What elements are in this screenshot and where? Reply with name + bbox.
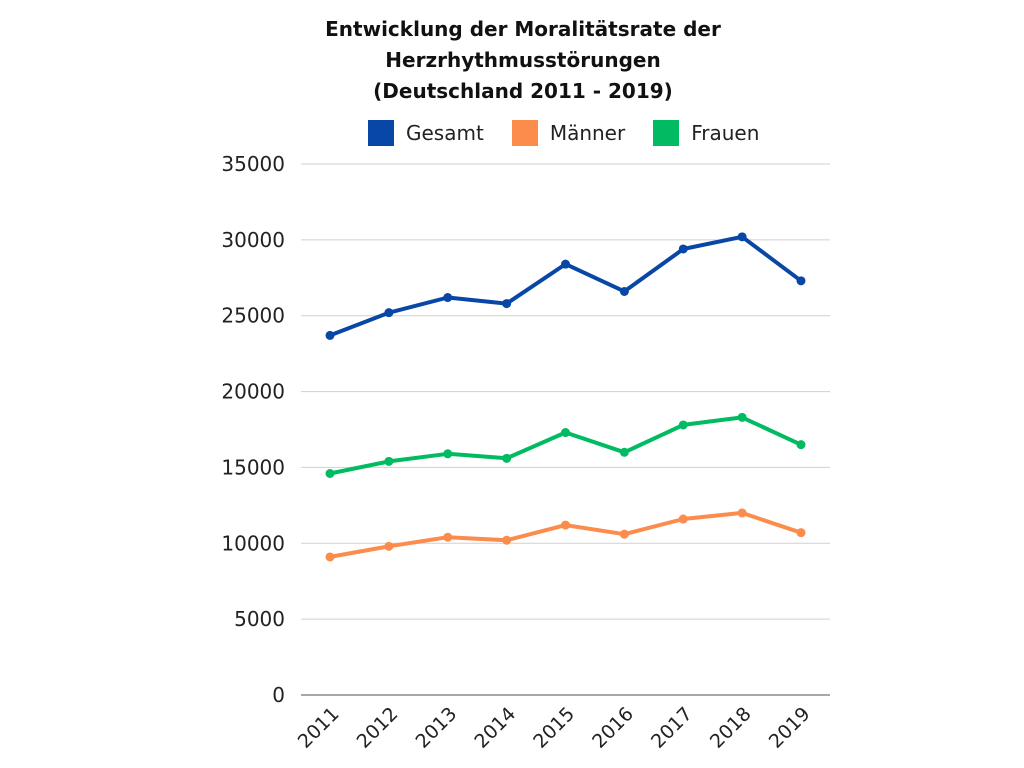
data-point-frauen-2018 — [737, 412, 747, 422]
y-tick-label: 15000 — [221, 455, 285, 479]
data-point-frauen-2019 — [796, 440, 806, 450]
chart-title-line-3: (Deutschland 2011 - 2019) — [373, 79, 673, 103]
legend-item-maenner: Männer — [511, 120, 626, 146]
data-point-männer-2013 — [443, 532, 453, 542]
x-tick-label: 2016 — [588, 703, 638, 753]
y-tick-label: 0 — [272, 683, 285, 707]
data-point-gesamt-2012 — [384, 308, 394, 318]
chart-title: Entwicklung der Moralitätsrate der Herzr… — [0, 14, 1024, 107]
x-tick-label: 2014 — [470, 703, 520, 753]
data-point-männer-2018 — [737, 508, 747, 518]
y-tick-label: 30000 — [221, 228, 285, 252]
y-tick-label: 25000 — [221, 304, 285, 328]
data-point-frauen-2011 — [325, 468, 335, 478]
x-tick-label: 2015 — [529, 703, 579, 753]
data-point-männer-2014 — [502, 535, 512, 545]
series-line-frauen — [328, 415, 803, 476]
data-point-gesamt-2014 — [502, 299, 512, 309]
x-tick-label: 2018 — [706, 703, 756, 753]
data-point-gesamt-2018 — [737, 232, 747, 242]
legend-label-maenner: Männer — [549, 121, 626, 145]
data-point-gesamt-2017 — [678, 244, 688, 254]
legend: Gesamt Männer Frauen — [368, 120, 787, 146]
legend-swatch-frauen — [653, 120, 680, 146]
data-point-frauen-2012 — [384, 456, 394, 466]
series-lines — [328, 234, 803, 559]
data-point-gesamt-2019 — [796, 276, 806, 286]
data-point-männer-2015 — [561, 520, 570, 530]
data-point-gesamt-2011 — [325, 330, 335, 340]
data-point-frauen-2016 — [619, 447, 629, 457]
data-point-männer-2017 — [678, 514, 688, 524]
chart-title-line-1: Entwicklung der Moralitätsrate der — [325, 17, 721, 41]
y-tick-label: 35000 — [221, 152, 285, 176]
data-point-frauen-2013 — [443, 449, 453, 459]
legend-item-gesamt: Gesamt — [368, 120, 484, 146]
data-point-männer-2019 — [796, 528, 806, 538]
x-tick-label: 2019 — [765, 703, 815, 753]
x-tick-label: 2011 — [294, 703, 344, 753]
data-point-frauen-2014 — [502, 453, 512, 463]
legend-swatch-maenner — [511, 120, 538, 146]
data-point-männer-2011 — [325, 552, 335, 562]
chart-title-line-2: Herzrhythmusstörungen — [385, 48, 661, 72]
data-point-frauen-2017 — [678, 420, 688, 430]
series-line-gesamt — [328, 234, 803, 338]
x-tick-label: 2017 — [647, 703, 697, 753]
data-point-männer-2012 — [384, 541, 394, 551]
data-point-gesamt-2016 — [619, 286, 629, 296]
data-point-männer-2016 — [619, 529, 629, 539]
y-tick-label: 10000 — [221, 531, 285, 555]
legend-swatch-gesamt — [368, 120, 394, 146]
x-axis-ticks: 2011 2012 2013 2014 2015 2016 2017 2018 2019 — [294, 703, 815, 753]
legend-label-gesamt: Gesamt — [406, 121, 484, 145]
data-point-gesamt-2013 — [443, 293, 453, 303]
data-point-frauen-2015 — [561, 428, 570, 438]
y-tick-label: 5000 — [234, 607, 285, 631]
legend-item-frauen: Frauen — [653, 120, 759, 146]
series-points — [325, 232, 806, 562]
y-axis-ticks: 0 5000 10000 15000 20000 25000 30000 35000 — [221, 152, 285, 707]
data-point-gesamt-2015 — [561, 259, 570, 269]
y-tick-label: 20000 — [221, 380, 285, 404]
x-tick-label: 2013 — [412, 703, 462, 753]
x-tick-label: 2012 — [353, 703, 403, 753]
series-line-männer — [328, 510, 803, 559]
legend-label-frauen: Frauen — [691, 121, 760, 145]
